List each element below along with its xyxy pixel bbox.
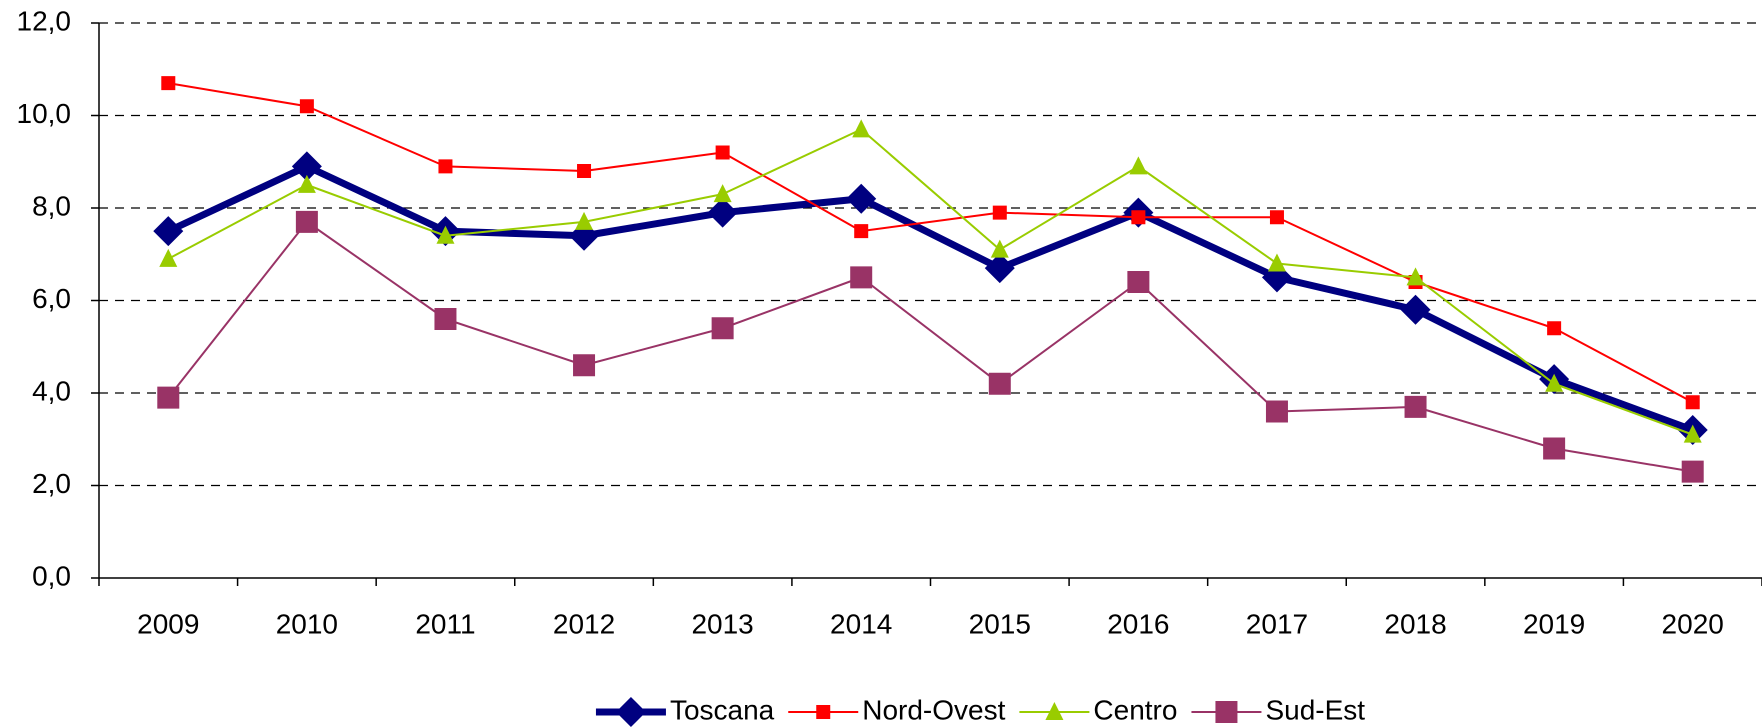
x-tick-label: 2012: [553, 608, 615, 639]
marker: [161, 76, 176, 91]
series-line: [168, 82, 1694, 404]
series-line: [166, 162, 1694, 434]
marker: [992, 205, 1007, 220]
marker: [299, 99, 314, 114]
x-tick-label: 2011: [415, 608, 475, 639]
legend-label: Centro: [1093, 694, 1177, 725]
marker: [854, 224, 869, 239]
x-tick-label: 2016: [1107, 608, 1169, 639]
marker: [850, 266, 873, 289]
marker: [1131, 210, 1146, 225]
x-tick-label: 2013: [691, 608, 753, 639]
marker: [988, 372, 1011, 395]
y-tick-label: 2,0: [32, 468, 71, 499]
y-tick-label: 0,0: [32, 560, 71, 591]
marker: [1406, 267, 1425, 286]
legend-label: Toscana: [670, 694, 775, 725]
marker: [1045, 702, 1064, 720]
marker: [846, 183, 877, 214]
marker: [157, 386, 180, 409]
marker: [573, 354, 596, 377]
marker: [715, 145, 730, 160]
marker: [713, 184, 732, 203]
x-tick-label: 2019: [1523, 608, 1585, 639]
x-tick-label: 2010: [276, 608, 338, 639]
series-line: [167, 128, 1694, 436]
marker: [295, 210, 318, 233]
marker: [1685, 395, 1700, 410]
marker: [984, 253, 1015, 284]
y-tick-label: 4,0: [32, 375, 71, 406]
x-tick-label: 2018: [1384, 608, 1446, 639]
marker: [852, 119, 871, 138]
marker: [153, 216, 184, 247]
marker: [575, 211, 594, 230]
y-tick-label: 10,0: [17, 98, 72, 129]
marker: [1683, 424, 1702, 443]
x-tick-label: 2009: [137, 608, 199, 639]
marker: [159, 248, 178, 267]
y-tick-label: 6,0: [32, 283, 71, 314]
marker: [1215, 701, 1238, 723]
marker: [436, 225, 455, 244]
x-tick-label: 2020: [1662, 608, 1724, 639]
marker: [990, 239, 1009, 258]
marker: [1267, 253, 1286, 272]
legend-label: Sud-Est: [1265, 694, 1365, 725]
legend-label: Nord-Ovest: [862, 694, 1005, 725]
marker: [816, 705, 831, 719]
x-tick-label: 2015: [969, 608, 1031, 639]
legend: Toscana Nord-Ovest Centro Sud-Est: [595, 694, 1365, 727]
x-tick-label: 2017: [1246, 608, 1308, 639]
marker: [615, 697, 646, 727]
marker: [291, 151, 322, 182]
marker: [1127, 271, 1150, 293]
marker: [577, 164, 592, 178]
marker: [711, 317, 734, 340]
marker: [1269, 210, 1284, 225]
marker: [1265, 400, 1288, 423]
marker: [1681, 460, 1704, 483]
y-tick-label: 8,0: [32, 190, 71, 221]
marker: [1400, 294, 1431, 325]
marker: [1545, 373, 1564, 392]
x-tick-label: 2014: [830, 608, 892, 639]
marker: [707, 197, 738, 228]
series-line: [167, 220, 1693, 473]
marker: [1129, 156, 1148, 175]
marker: [434, 308, 457, 330]
marker: [1547, 321, 1562, 336]
marker: [1543, 437, 1566, 460]
marker: [297, 174, 316, 193]
y-tick-label: 12,0: [17, 5, 72, 36]
marker: [1404, 395, 1427, 418]
marker: [438, 159, 453, 174]
